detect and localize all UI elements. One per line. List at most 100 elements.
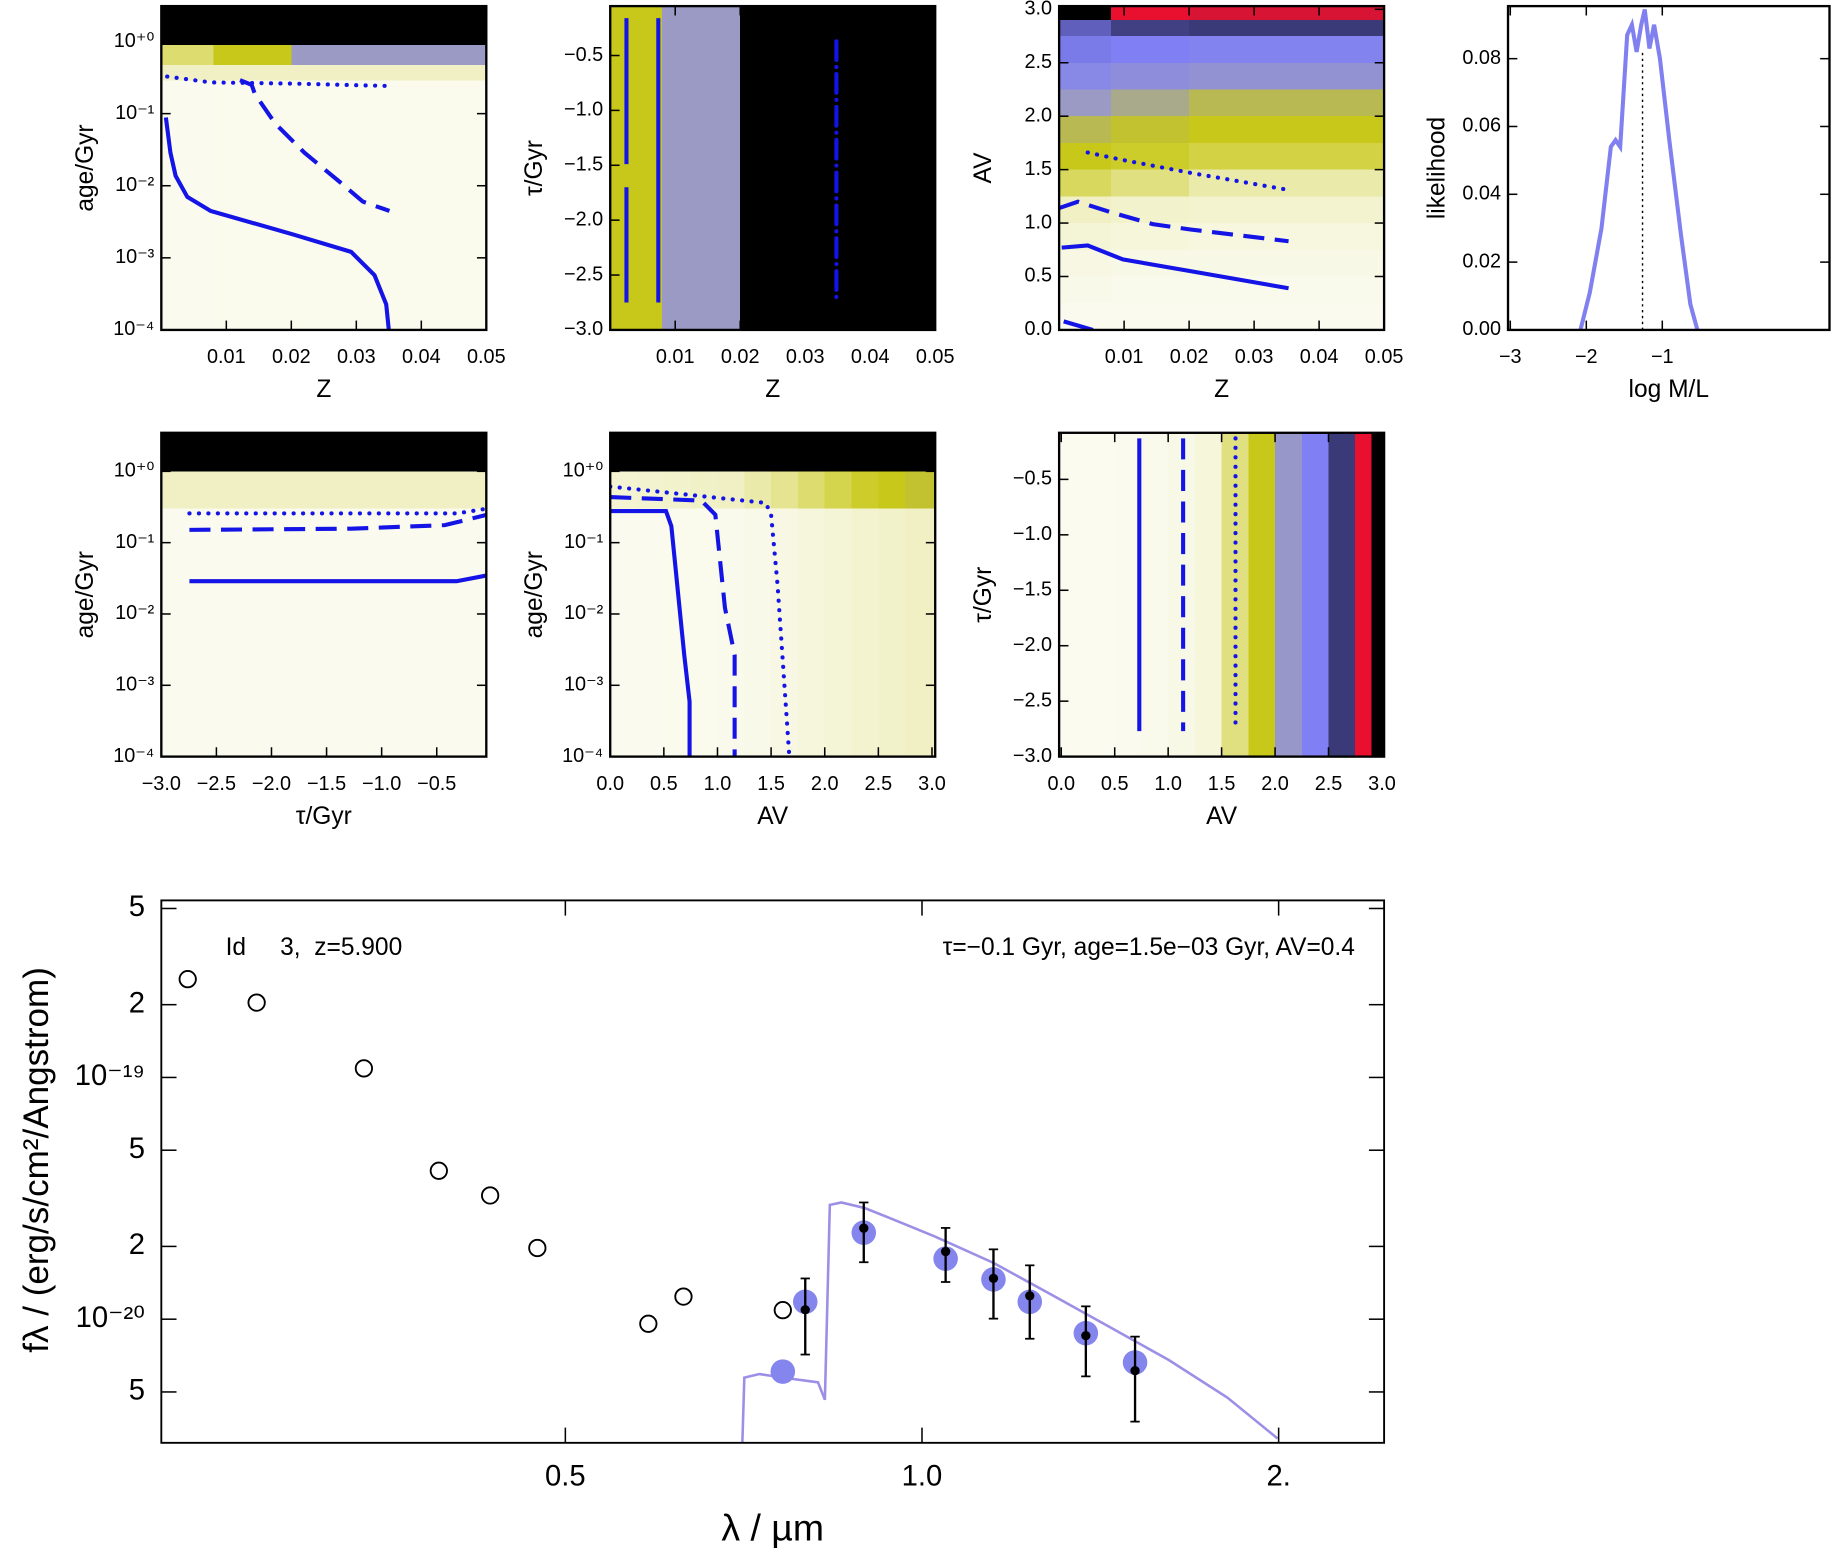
heatmap-cell <box>1189 169 1385 197</box>
heatmap-cell <box>744 471 772 509</box>
heatmap-cell <box>905 508 936 757</box>
heatmap-cell <box>161 44 214 66</box>
x-tick-label: 0.05 <box>916 346 955 368</box>
heatmap-cell <box>610 508 638 757</box>
y-tick-label: −0.5 <box>1013 468 1052 490</box>
heatmap-cell <box>824 471 852 509</box>
heatmap-cell <box>1111 62 1190 90</box>
x-tick-label: 1.5 <box>1208 773 1236 795</box>
y-tick-label: 5 <box>129 1133 145 1165</box>
photometry-point <box>429 1161 448 1180</box>
y-tick-label: 0.06 <box>1462 115 1501 137</box>
heatmap-cell <box>161 471 487 509</box>
heatmap-cell <box>878 471 906 509</box>
heatmap-cell <box>905 432 936 472</box>
heatmap-cell <box>663 471 691 509</box>
heatmap-cell <box>1059 432 1088 757</box>
curve <box>610 484 792 757</box>
heatmap-cell <box>1059 169 1112 197</box>
plot-area <box>161 432 487 757</box>
y-tick-label: 10⁻³ <box>564 674 604 696</box>
heatmap-cell <box>1141 432 1169 757</box>
heatmap-cell <box>1059 116 1112 143</box>
heatmap-cell <box>1111 116 1190 143</box>
y-tick-label: −2.0 <box>564 208 603 230</box>
heatmap-cell <box>1189 20 1385 37</box>
observed-point <box>988 1273 999 1284</box>
photometry-point <box>481 1186 500 1205</box>
heatmap-cell <box>690 432 718 472</box>
heatmap-cell <box>1111 303 1190 330</box>
heatmap-cell <box>1189 116 1385 143</box>
heatmap-cell <box>1189 196 1385 224</box>
y-tick-label: −1.0 <box>1013 523 1052 545</box>
heatmap-cell <box>744 508 772 757</box>
frame <box>160 899 1386 1444</box>
plot-background <box>161 900 1385 1443</box>
heatmap-cell <box>905 471 936 509</box>
heatmap-cell <box>878 432 906 472</box>
y-tick-label: 10⁻¹ <box>564 531 604 553</box>
heatmap-cell <box>797 432 825 472</box>
x-tick-label: 0.04 <box>851 346 890 368</box>
y-tick-label: 0.08 <box>1462 47 1501 69</box>
y-tick-label: 10⁻⁴ <box>562 745 603 767</box>
x-tick-label: 0.02 <box>272 346 311 368</box>
heatmap-cell <box>771 432 798 472</box>
heatmap-cell <box>1111 36 1190 63</box>
y-tick-label: 2.5 <box>1024 51 1052 73</box>
heatmap-cell <box>1087 432 1115 757</box>
curve <box>189 573 487 584</box>
heatmap-cell <box>213 44 292 66</box>
model-point <box>770 1359 796 1384</box>
x-tick-label: 0.02 <box>1170 346 1209 368</box>
frame <box>609 4 937 332</box>
curve <box>163 117 391 330</box>
frame <box>1506 4 1831 332</box>
heatmap-cell <box>851 432 879 472</box>
y-tick-label: 10⁻¹⁹ <box>75 1060 145 1092</box>
x-tick-label: −2.0 <box>252 773 291 795</box>
heatmap-cell <box>797 508 825 757</box>
x-tick-label: 0.03 <box>337 346 376 368</box>
x-tick-label: 0.05 <box>1365 346 1404 368</box>
x-tick-label: −1.0 <box>362 773 401 795</box>
heatmap-cell <box>291 65 487 81</box>
heatmap-cell <box>1111 223 1190 250</box>
heatmap-cell <box>717 471 745 509</box>
x-axis-label: Z <box>1214 376 1229 403</box>
heatmap-cell <box>1059 20 1112 37</box>
y-tick-label: 10⁺⁰ <box>114 30 155 52</box>
x-axis-label: λ / µm <box>721 1506 824 1548</box>
heatmap-cell <box>1189 6 1385 21</box>
photometry-point <box>247 993 266 1012</box>
heatmap-cell <box>851 508 879 757</box>
x-tick-label: 2.0 <box>1261 773 1289 795</box>
heatmap-cell <box>663 508 691 757</box>
y-axis-label: τ/Gyr <box>970 567 997 623</box>
heatmap-cell <box>771 471 798 509</box>
y-axis-label: age/Gyr <box>72 551 99 638</box>
panel: 0.5 1.0 2. 5 10⁻²⁰ 2 5 10⁻¹⁹ 2 5 λ / µm fλ / (erg/s… <box>17 891 1386 1548</box>
plot-area <box>1508 6 1830 330</box>
heatmap-cell <box>1248 432 1276 757</box>
frame <box>1057 4 1386 332</box>
panel: −3.0 −2.5 −2.0 −1.5 −1.0 −0.5 10⁻⁴ 10⁻³ 10⁻² 10⁻¹… <box>72 431 488 830</box>
curve <box>187 506 487 516</box>
heatmap-cell <box>1328 432 1356 757</box>
heatmap-cell <box>878 508 906 757</box>
y-tick-label: 1.0 <box>1024 211 1052 233</box>
x-tick-label: −1.5 <box>307 773 346 795</box>
heatmap-cell <box>1189 62 1385 90</box>
heatmap-cell <box>291 80 487 330</box>
frame <box>160 431 488 758</box>
x-tick-label: 0.05 <box>467 346 506 368</box>
y-tick-label: 0.02 <box>1462 250 1501 272</box>
heatmap-cell <box>1221 432 1249 757</box>
x-tick-label: 0.01 <box>1105 346 1144 368</box>
y-tick-label: 5 <box>129 891 145 923</box>
photometry-point <box>178 970 197 989</box>
heatmap-cell <box>1059 89 1112 117</box>
x-axis-label: AV <box>757 803 789 830</box>
